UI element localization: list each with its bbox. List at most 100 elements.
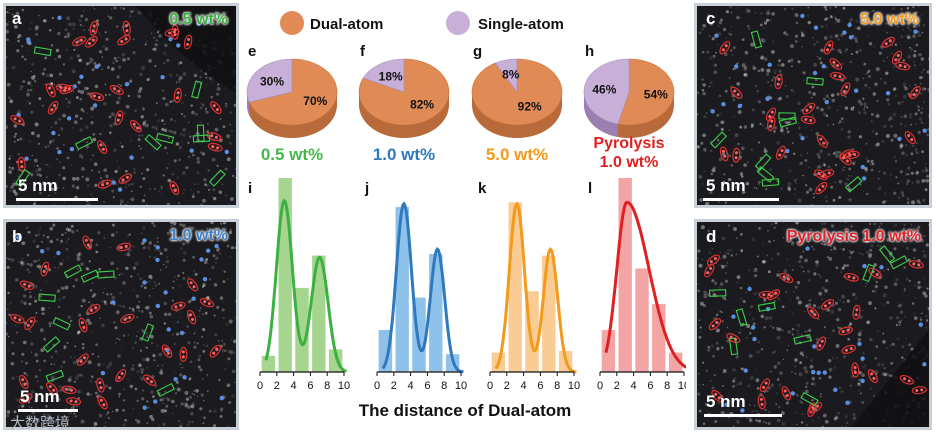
noise-speck xyxy=(76,86,80,89)
noise-speck xyxy=(777,361,781,365)
noise-speck xyxy=(746,337,748,339)
noise-speck xyxy=(152,354,155,356)
noise-speck xyxy=(757,340,761,344)
single-atom-marker xyxy=(857,341,862,347)
noise-speck xyxy=(893,282,898,287)
noise-speck xyxy=(768,316,773,320)
noise-speck xyxy=(770,222,774,226)
noise-speck xyxy=(13,140,16,143)
dual-atom-dot xyxy=(780,149,784,153)
noise-speck xyxy=(62,187,65,189)
noise-speck xyxy=(90,193,93,196)
noise-speck xyxy=(115,59,119,63)
noise-speck xyxy=(716,313,719,315)
noise-speck xyxy=(815,263,819,268)
noise-speck xyxy=(184,390,189,395)
noise-speck xyxy=(66,16,70,21)
noise-speck xyxy=(716,43,720,46)
noise-speck xyxy=(724,201,727,204)
noise-speck xyxy=(141,328,144,331)
noise-speck xyxy=(864,166,868,171)
noise-speck xyxy=(833,63,836,67)
noise-speck xyxy=(919,285,922,289)
noise-speck xyxy=(913,312,916,315)
noise-speck xyxy=(702,304,706,307)
noise-speck xyxy=(714,233,716,235)
noise-speck xyxy=(814,78,818,82)
noise-speck xyxy=(805,304,809,308)
noise-speck xyxy=(904,315,906,318)
noise-speck xyxy=(796,329,799,333)
noise-speck xyxy=(78,19,82,23)
dual-atom-ring xyxy=(120,313,135,324)
noise-speck xyxy=(92,132,96,136)
dual-atom-dot xyxy=(171,184,175,188)
noise-speck xyxy=(50,363,53,366)
noise-speck xyxy=(836,92,840,96)
noise-speck xyxy=(30,70,32,73)
noise-speck xyxy=(21,45,24,48)
noise-speck xyxy=(214,127,219,132)
noise-speck xyxy=(809,364,814,369)
noise-speck xyxy=(857,382,861,387)
noise-speck xyxy=(90,121,94,125)
noise-speck xyxy=(26,253,30,257)
noise-speck xyxy=(88,321,92,325)
dual-atom-dot xyxy=(175,96,179,100)
dual-atom-dot xyxy=(785,394,789,398)
noise-speck xyxy=(741,367,743,369)
noise-speck xyxy=(711,168,716,173)
dual-atom-ring xyxy=(171,24,180,40)
noise-speck xyxy=(915,11,918,14)
noise-speck xyxy=(31,407,33,409)
noise-speck xyxy=(917,130,921,135)
dual-atom-dot xyxy=(849,347,853,351)
noise-speck xyxy=(814,430,817,431)
noise-speck xyxy=(774,350,777,353)
noise-speck xyxy=(711,247,714,250)
noise-speck xyxy=(865,282,868,285)
noise-speck xyxy=(205,344,209,348)
dual-atom-marker xyxy=(186,309,197,325)
noise-speck xyxy=(19,299,24,304)
noise-speck xyxy=(866,72,869,74)
dual-atom-dot xyxy=(898,63,902,67)
noise-speck xyxy=(844,95,847,98)
noise-speck xyxy=(151,222,155,225)
dual-atom-ring xyxy=(814,169,828,181)
noise-speck xyxy=(186,325,189,328)
noise-speck xyxy=(870,161,874,166)
single-atom-marker xyxy=(191,296,196,301)
noise-speck xyxy=(123,111,127,115)
noise-speck xyxy=(182,271,185,274)
noise-speck xyxy=(185,428,186,429)
noise-speck xyxy=(77,330,81,333)
noise-speck xyxy=(767,270,771,274)
noise-speck xyxy=(890,24,893,27)
noise-speck xyxy=(919,318,923,321)
single-atom-marker xyxy=(189,148,194,153)
histogram-letter-l: l xyxy=(588,180,592,197)
noise-speck xyxy=(103,287,106,289)
noise-speck xyxy=(122,423,126,427)
dual-atom-ring xyxy=(711,389,724,403)
noise-speck xyxy=(840,236,843,238)
noise-speck xyxy=(805,356,808,358)
noise-speck xyxy=(866,36,868,38)
single-atom-marker xyxy=(56,250,61,256)
noise-speck xyxy=(785,127,789,130)
noise-speck xyxy=(77,89,81,93)
noise-speck xyxy=(889,343,893,347)
noise-speck xyxy=(855,77,860,82)
noise-speck xyxy=(171,173,174,176)
noise-speck xyxy=(852,162,856,165)
noise-speck xyxy=(924,87,927,90)
noise-speck xyxy=(797,126,801,130)
noise-speck xyxy=(176,332,180,336)
noise-speck xyxy=(881,372,884,376)
noise-speck xyxy=(184,332,186,334)
noise-speck xyxy=(40,289,42,291)
noise-speck xyxy=(80,108,84,112)
noise-speck xyxy=(900,35,904,39)
noise-speck xyxy=(929,179,932,183)
